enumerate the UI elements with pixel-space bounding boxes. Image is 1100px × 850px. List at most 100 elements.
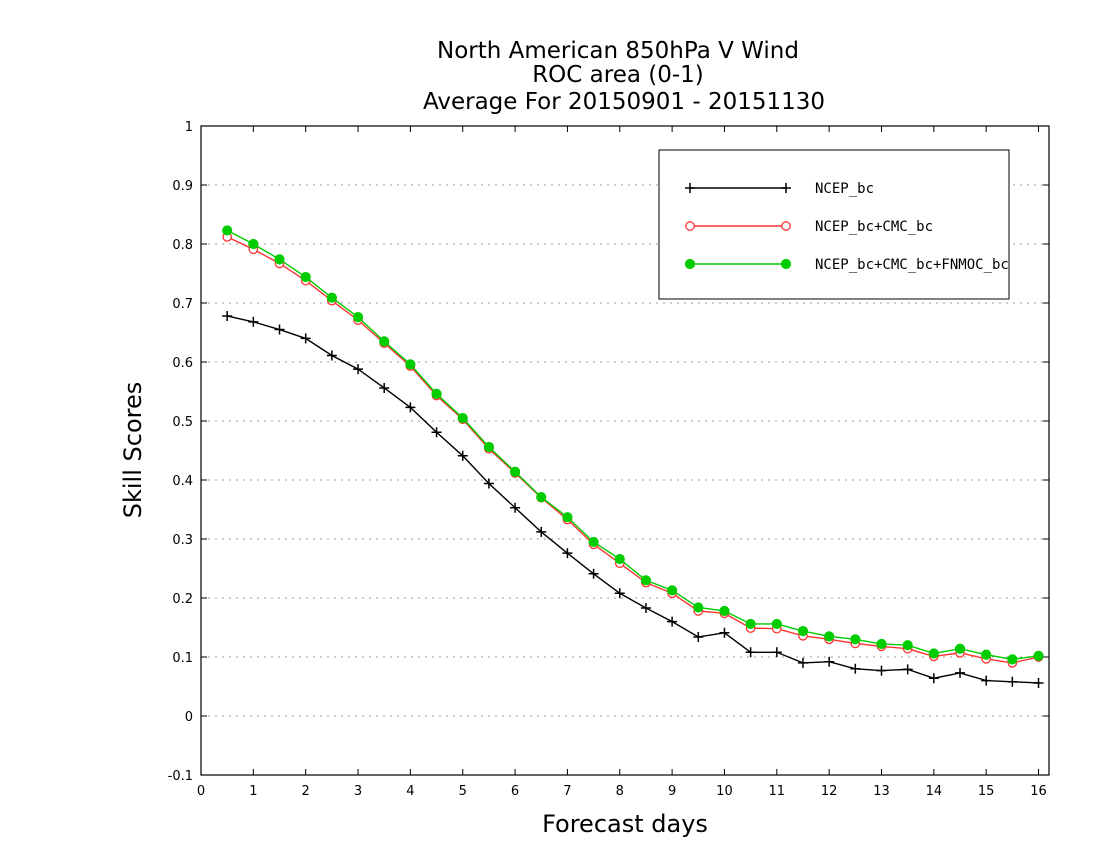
data-point xyxy=(562,512,573,523)
data-point xyxy=(780,258,792,270)
data-point xyxy=(719,627,730,638)
data-point xyxy=(222,225,233,236)
data-point xyxy=(954,643,966,654)
data-point xyxy=(536,526,547,537)
data-point xyxy=(685,221,695,231)
data-point xyxy=(850,663,861,674)
data-point xyxy=(981,649,992,660)
y-tick-label: 0.7 xyxy=(172,297,193,312)
data-point xyxy=(719,605,730,617)
x-tick-label: 13 xyxy=(873,784,890,799)
legend-item: NCEP_bc+CMC_bc xyxy=(685,219,933,235)
legend-label: NCEP_bc+CMC_bc+FNMOC_bc xyxy=(815,257,1009,273)
data-point xyxy=(509,466,521,477)
y-axis-ticks: -0.1 0 0.1 0.2 0.3 0.4 0.5 0.6 0.7 0.8 0.9 1 xyxy=(168,120,1049,784)
x-tick-label: 4 xyxy=(406,784,414,799)
data-point xyxy=(274,324,285,335)
chart-title-line-1: North American 850hPa V Wind xyxy=(437,38,799,64)
data-point xyxy=(797,625,809,637)
data-point xyxy=(902,664,913,675)
data-point xyxy=(902,640,913,651)
series-layer xyxy=(222,225,1044,688)
data-point xyxy=(1033,677,1044,688)
data-point xyxy=(353,364,364,375)
data-point xyxy=(379,336,390,347)
data-point xyxy=(614,553,625,565)
y-tick-label: 1 xyxy=(185,120,193,135)
data-point xyxy=(222,310,233,321)
series-ncep-bc-cmc-bc-fnmoc-bc xyxy=(222,225,1044,665)
x-tick-label: 15 xyxy=(978,784,995,799)
data-point xyxy=(850,634,861,645)
data-point xyxy=(457,412,468,424)
data-point xyxy=(876,665,887,676)
data-point xyxy=(536,492,547,503)
x-tick-label: 14 xyxy=(926,784,943,799)
legend-item: NCEP_bc xyxy=(685,181,874,197)
data-point xyxy=(1033,650,1044,661)
x-axis-ticks: 0 1 2 3 4 5 6 7 8 9 10 11 12 13 14 15 16 xyxy=(197,126,1047,799)
x-tick-label: 5 xyxy=(459,784,467,799)
gridlines xyxy=(201,184,1049,717)
data-point xyxy=(588,568,599,579)
y-tick-label: 0.6 xyxy=(172,356,193,371)
data-point xyxy=(405,402,416,413)
data-point xyxy=(667,585,678,596)
data-point xyxy=(431,388,442,399)
data-point xyxy=(640,603,651,614)
data-point xyxy=(300,333,311,344)
y-tick-label: 0.4 xyxy=(172,474,193,489)
data-point xyxy=(379,382,390,393)
data-point xyxy=(457,450,468,461)
y-tick-label: 0.1 xyxy=(172,651,193,666)
data-point xyxy=(781,221,791,231)
y-tick-label: 0.3 xyxy=(172,533,193,548)
legend-box xyxy=(658,149,1010,300)
data-point xyxy=(745,618,756,630)
data-point xyxy=(1007,654,1018,665)
data-point xyxy=(928,648,939,659)
data-point xyxy=(405,359,416,370)
data-point xyxy=(326,350,337,361)
data-point xyxy=(771,647,782,658)
data-point xyxy=(1007,676,1018,687)
data-point xyxy=(326,292,337,303)
y-tick-label: 0.9 xyxy=(172,179,193,194)
data-point xyxy=(781,183,791,193)
x-tick-label: 8 xyxy=(616,784,624,799)
data-point xyxy=(981,675,992,686)
data-point xyxy=(588,536,599,548)
data-point xyxy=(431,427,442,438)
data-point xyxy=(693,602,704,613)
legend-label: NCEP_bc xyxy=(815,181,874,197)
series-line xyxy=(227,315,1039,684)
plot-frame xyxy=(200,125,1050,776)
y-tick-label: 0 xyxy=(185,710,193,725)
data-point xyxy=(667,616,678,627)
chart-title-line-3: Average For 20150901 - 20151130 xyxy=(423,89,825,115)
data-point xyxy=(824,631,835,642)
data-point xyxy=(797,657,808,668)
y-tick-label: 0.5 xyxy=(172,415,193,430)
chart-title-line-2: ROC area (0-1) xyxy=(532,62,704,88)
data-point xyxy=(771,618,782,630)
series-ncep-bc xyxy=(222,310,1044,688)
data-point xyxy=(745,647,756,658)
x-tick-label: 3 xyxy=(354,784,362,799)
x-axis-label: Forecast days xyxy=(542,810,708,838)
x-tick-label: 11 xyxy=(769,784,786,799)
data-point xyxy=(684,258,696,270)
chart-title: North American 850hPa V Wind ROC area (0… xyxy=(423,38,825,115)
data-point xyxy=(928,673,939,684)
x-tick-label: 10 xyxy=(716,784,733,799)
data-point xyxy=(614,588,625,599)
data-point xyxy=(685,183,695,193)
data-point xyxy=(640,575,652,586)
data-point xyxy=(693,631,704,642)
y-tick-label: 0.8 xyxy=(172,238,193,253)
x-tick-label: 1 xyxy=(249,784,257,799)
legend-items: NCEP_bc NCEP_bc+CMC_bc NCEP_bc+CMC_bc+FNMO… xyxy=(684,181,1009,273)
x-tick-label: 6 xyxy=(511,784,519,799)
y-tick-label: 0.2 xyxy=(172,592,193,607)
